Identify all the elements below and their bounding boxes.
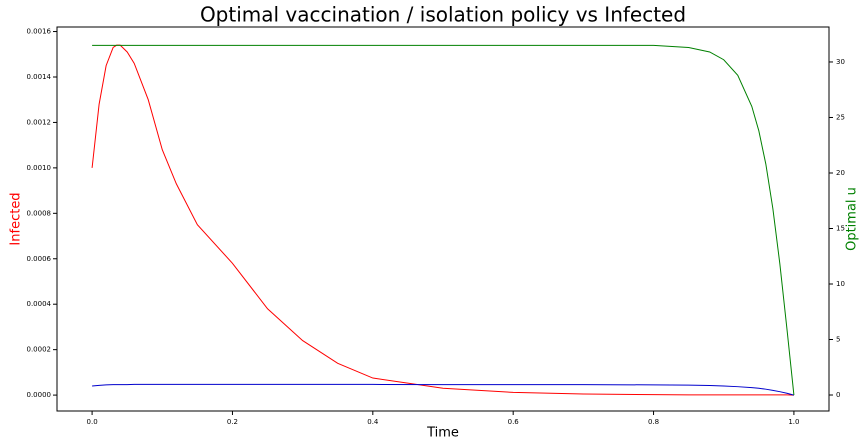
- y2-tick-label: 25: [836, 113, 845, 121]
- plot-frame: [56, 26, 830, 412]
- x-tick-label: 0.8: [648, 418, 659, 426]
- x-tick-label: 0.0: [87, 418, 98, 426]
- y-tick-label: 0.0006: [27, 255, 52, 263]
- y2-tick-label: 20: [836, 169, 845, 177]
- x-axis-label: Time: [426, 426, 459, 441]
- y-tick-label: 0.0002: [27, 346, 52, 354]
- y2-tick-label: 10: [836, 280, 845, 288]
- y-tick-label: 0.0000: [27, 391, 52, 399]
- y-tick-label: 0.0016: [27, 28, 52, 36]
- x-tick-label: 0.2: [227, 418, 238, 426]
- y-tick-label: 0.0012: [27, 118, 52, 126]
- y-tick-label: 0.0010: [27, 164, 52, 172]
- y2-tick-label: 30: [836, 58, 845, 66]
- y2-tick-label: 0: [836, 391, 840, 399]
- y2-tick-label: 5: [836, 336, 840, 344]
- series-line: [91, 44, 794, 396]
- x-tick-label: 0.6: [508, 418, 520, 426]
- x-tick-label: 1.0: [788, 418, 799, 426]
- y-tick-label: 0.0008: [27, 209, 52, 217]
- y-tick-label: 0.0004: [27, 300, 52, 308]
- y2-axis-label: Optimal u: [845, 187, 860, 251]
- y-axis-label: Infected: [9, 192, 24, 245]
- y-tick-label: 0.0014: [27, 73, 52, 81]
- series-line: [92, 44, 795, 396]
- chart-title: Optimal vaccination / isolation policy v…: [200, 3, 686, 27]
- x-tick-label: 0.4: [367, 418, 379, 426]
- series-line: [92, 383, 795, 396]
- y2-tick-label: 15: [836, 224, 845, 232]
